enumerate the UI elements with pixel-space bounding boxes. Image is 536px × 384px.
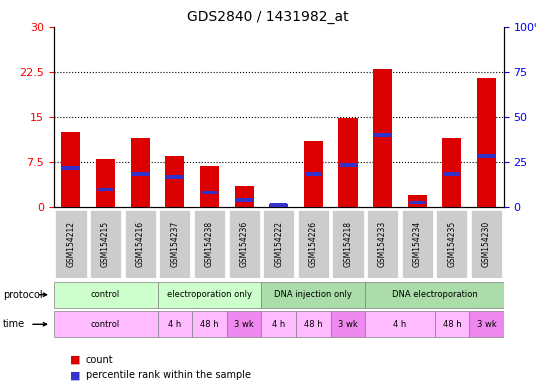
FancyBboxPatch shape	[366, 282, 504, 308]
Text: GSM154234: GSM154234	[413, 221, 422, 267]
FancyBboxPatch shape	[194, 210, 225, 278]
FancyBboxPatch shape	[90, 210, 121, 278]
Bar	[235, 198, 252, 202]
Bar	[408, 201, 426, 204]
Text: control: control	[91, 320, 120, 329]
Bar	[477, 78, 496, 207]
FancyBboxPatch shape	[471, 210, 502, 278]
Text: 48 h: 48 h	[200, 320, 219, 329]
Text: 3 wk: 3 wk	[338, 320, 358, 329]
Bar	[97, 187, 114, 191]
Text: GSM154212: GSM154212	[66, 221, 76, 267]
Bar	[304, 141, 323, 207]
Text: 4 h: 4 h	[393, 320, 407, 329]
Bar	[96, 159, 115, 207]
FancyBboxPatch shape	[228, 210, 259, 278]
Text: DNA injection only: DNA injection only	[274, 290, 352, 299]
FancyBboxPatch shape	[192, 311, 227, 337]
FancyBboxPatch shape	[54, 311, 158, 337]
Text: ■: ■	[70, 355, 80, 365]
Text: protocol: protocol	[3, 290, 42, 300]
Bar	[62, 166, 79, 170]
Bar	[165, 156, 184, 207]
Text: GSM154238: GSM154238	[205, 221, 214, 267]
Text: GSM154237: GSM154237	[170, 221, 180, 267]
FancyBboxPatch shape	[367, 210, 398, 278]
FancyBboxPatch shape	[469, 311, 504, 337]
Text: GDS2840 / 1431982_at: GDS2840 / 1431982_at	[187, 10, 349, 23]
Text: DNA electroporation: DNA electroporation	[392, 290, 478, 299]
Text: GSM154226: GSM154226	[309, 221, 318, 267]
Text: 3 wk: 3 wk	[477, 320, 496, 329]
Bar	[131, 138, 150, 207]
FancyBboxPatch shape	[55, 210, 86, 278]
Text: GSM154233: GSM154233	[378, 221, 387, 267]
Bar	[373, 69, 392, 207]
Bar	[62, 132, 80, 207]
FancyBboxPatch shape	[158, 311, 192, 337]
Bar	[442, 138, 461, 207]
Text: 4 h: 4 h	[168, 320, 182, 329]
Bar	[443, 172, 460, 176]
FancyBboxPatch shape	[401, 210, 433, 278]
FancyBboxPatch shape	[262, 282, 366, 308]
FancyBboxPatch shape	[124, 210, 156, 278]
FancyBboxPatch shape	[227, 311, 262, 337]
Bar	[408, 195, 427, 207]
Bar	[201, 190, 218, 194]
Bar	[374, 133, 391, 137]
Bar	[235, 186, 254, 207]
Bar	[305, 172, 322, 176]
Text: GSM154230: GSM154230	[482, 221, 491, 267]
Bar	[269, 204, 288, 207]
Bar	[270, 203, 287, 207]
FancyBboxPatch shape	[263, 210, 294, 278]
FancyBboxPatch shape	[331, 311, 366, 337]
Bar	[338, 118, 358, 207]
FancyBboxPatch shape	[366, 311, 435, 337]
FancyBboxPatch shape	[54, 282, 158, 308]
Text: GSM154236: GSM154236	[240, 221, 249, 267]
Text: time: time	[3, 319, 25, 329]
Text: count: count	[86, 355, 114, 365]
Bar	[132, 172, 149, 176]
Text: percentile rank within the sample: percentile rank within the sample	[86, 370, 251, 380]
Bar	[478, 154, 495, 158]
Text: GSM154218: GSM154218	[344, 221, 353, 267]
Text: control: control	[91, 290, 120, 299]
Text: 48 h: 48 h	[443, 320, 461, 329]
FancyBboxPatch shape	[332, 210, 363, 278]
FancyBboxPatch shape	[435, 311, 469, 337]
Text: GSM154216: GSM154216	[136, 221, 145, 267]
FancyBboxPatch shape	[296, 311, 331, 337]
Bar	[200, 166, 219, 207]
Text: electroporation only: electroporation only	[167, 290, 252, 299]
Text: 48 h: 48 h	[304, 320, 323, 329]
Text: ■: ■	[70, 370, 80, 380]
FancyBboxPatch shape	[298, 210, 329, 278]
Text: GSM154222: GSM154222	[274, 221, 283, 267]
Bar	[339, 164, 356, 167]
Bar	[166, 175, 183, 179]
FancyBboxPatch shape	[262, 311, 296, 337]
Text: 3 wk: 3 wk	[234, 320, 254, 329]
Text: GSM154235: GSM154235	[448, 221, 456, 267]
FancyBboxPatch shape	[159, 210, 190, 278]
Text: GSM154215: GSM154215	[101, 221, 110, 267]
Text: 4 h: 4 h	[272, 320, 285, 329]
FancyBboxPatch shape	[436, 210, 467, 278]
FancyBboxPatch shape	[158, 282, 262, 308]
